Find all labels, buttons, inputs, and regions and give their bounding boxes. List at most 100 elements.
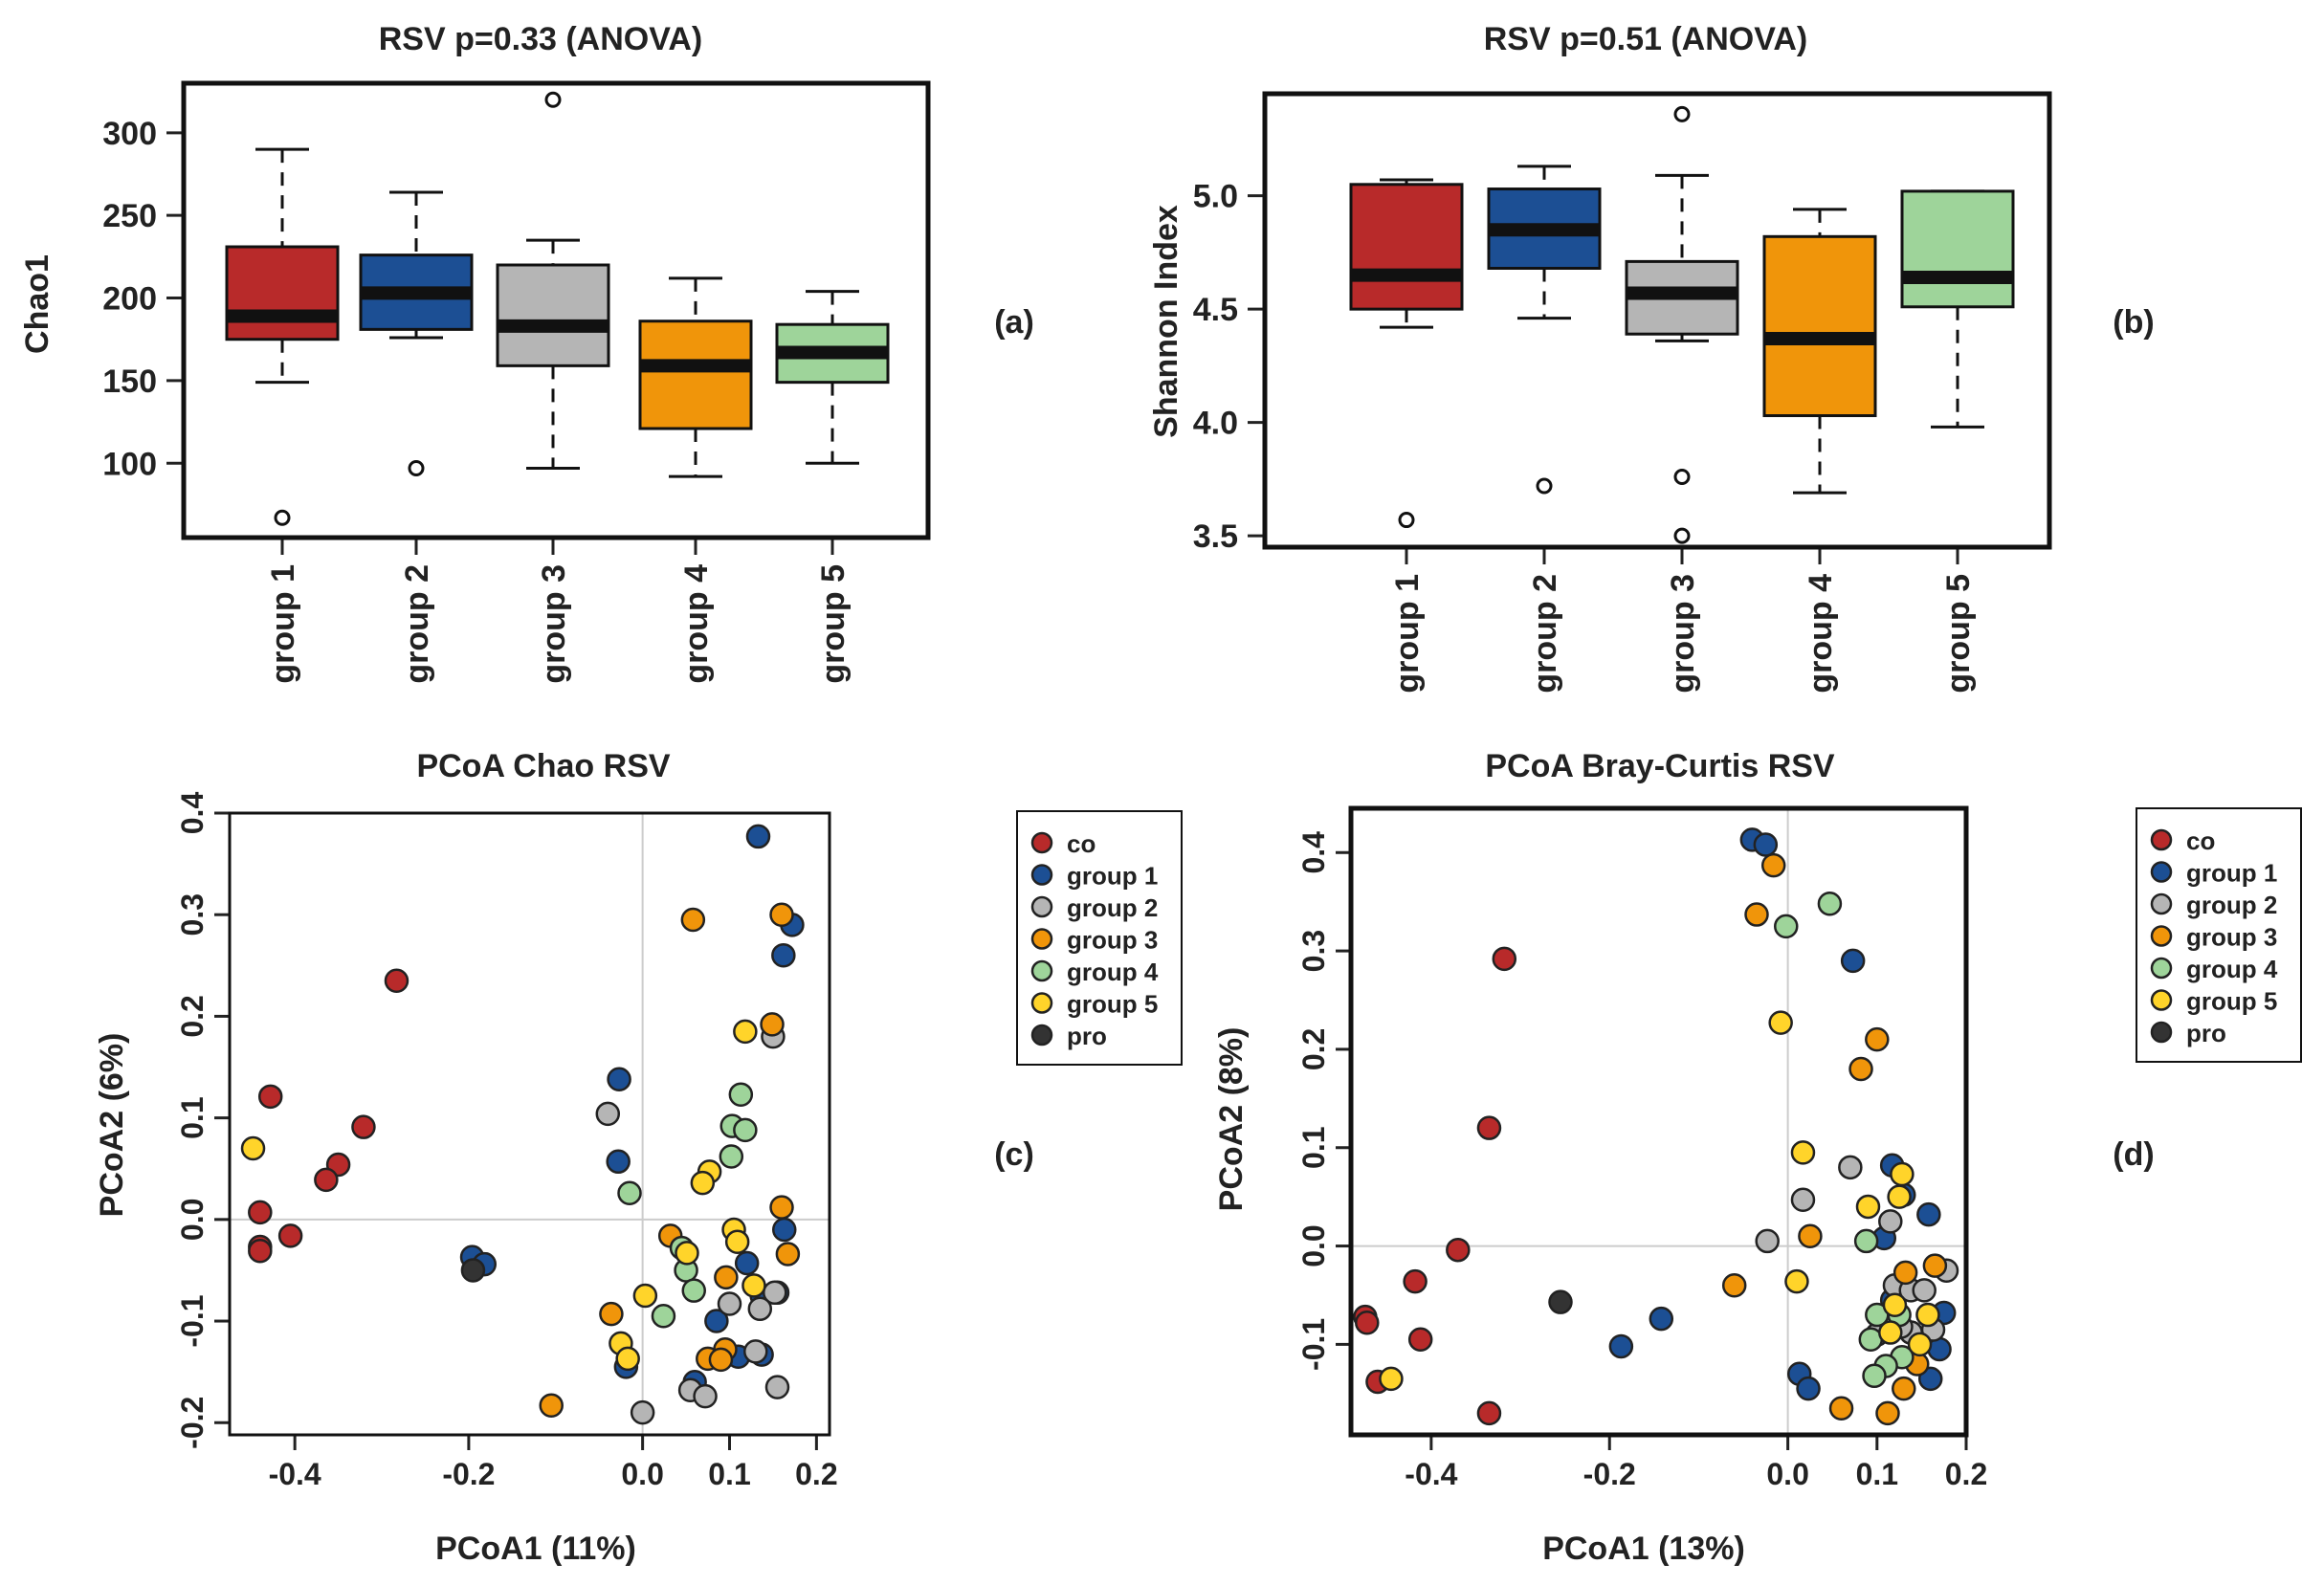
legend-marker xyxy=(2150,925,2173,947)
y-tick-label: 150 xyxy=(102,363,157,400)
box-group-3 xyxy=(496,91,610,470)
data-point xyxy=(733,1117,758,1143)
x-tick-label: group 2 xyxy=(399,564,435,684)
panel-c-ylabel: PCoA2 (6%) xyxy=(94,1033,130,1218)
data-point xyxy=(248,1239,273,1264)
y-tick-label: 4.0 xyxy=(1193,406,1238,442)
panel-d-label: (d) xyxy=(2113,1136,2154,1173)
panel-b-title: RSV p=0.51 (ANOVA) xyxy=(1484,21,1808,57)
data-point xyxy=(714,1265,739,1290)
x-tick-label: 0.2 xyxy=(1945,1457,1987,1491)
data-point xyxy=(741,1273,766,1298)
series-co xyxy=(1353,946,1517,1426)
panel-a-title: RSV p=0.33 (ANOVA) xyxy=(379,21,703,57)
outlier-point xyxy=(274,509,291,526)
data-point xyxy=(277,1223,303,1248)
y-tick-label: 0.3 xyxy=(1296,930,1331,972)
data-point xyxy=(1755,1228,1780,1254)
data-point xyxy=(1744,902,1769,927)
x-tick-label: -0.2 xyxy=(442,1457,495,1491)
data-point xyxy=(745,824,771,849)
data-point xyxy=(1476,1400,1502,1426)
box-group-1 xyxy=(1349,178,1464,529)
data-point xyxy=(1915,1302,1940,1328)
y-tick-label: -0.2 xyxy=(175,1397,210,1449)
data-point xyxy=(1476,1115,1502,1140)
x-tick-label: group 4 xyxy=(678,564,715,684)
y-tick-label: 0.4 xyxy=(1296,831,1331,874)
legend-marker xyxy=(1030,928,1053,950)
data-point xyxy=(1840,948,1866,974)
legend-label: group 2 xyxy=(1067,893,1158,922)
y-tick-label: 0.0 xyxy=(175,1199,210,1241)
data-point xyxy=(1912,1278,1937,1303)
data-point xyxy=(1768,1010,1793,1035)
data-point xyxy=(733,1019,758,1045)
data-point xyxy=(1790,1140,1816,1165)
data-point xyxy=(708,1347,734,1373)
y-tick-label: 0.4 xyxy=(175,792,210,835)
data-point xyxy=(1828,1396,1854,1421)
data-point xyxy=(617,1180,642,1205)
legend-label: group 1 xyxy=(1067,862,1158,891)
data-point xyxy=(1907,1332,1933,1357)
legend-label: group 4 xyxy=(1067,958,1159,986)
legend-label: co xyxy=(2186,826,2215,855)
data-point xyxy=(607,1067,631,1092)
x-tick-label: 0.0 xyxy=(1766,1457,1808,1491)
outlier-point xyxy=(408,459,425,476)
data-point xyxy=(1838,1155,1863,1180)
y-tick-label: 100 xyxy=(102,446,157,482)
data-point xyxy=(734,1250,760,1276)
y-tick-label: 0.2 xyxy=(1296,1028,1331,1070)
data-point xyxy=(1649,1306,1674,1332)
iqr-box xyxy=(1349,183,1464,311)
legend-marker xyxy=(2150,989,2173,1011)
panel-c-pcoa-chao: PCoA Chao RSV PCoA2 (6%) PCoA1 (11%) (c)… xyxy=(94,748,1183,1567)
x-tick-label: group 3 xyxy=(1665,574,1701,694)
panel-a-chao1-boxplot: RSV p=0.33 (ANOVA) Chao1 (a) 100 150 200 25… xyxy=(19,21,1034,684)
legend-label: group 3 xyxy=(2186,923,2277,952)
legend-label: pro xyxy=(1067,1022,1107,1050)
data-point xyxy=(1760,852,1786,878)
x-tick-label: 0.1 xyxy=(708,1457,750,1491)
outlier-point xyxy=(544,91,562,108)
data-point xyxy=(769,1195,794,1220)
data-point xyxy=(1355,1311,1380,1335)
data-point xyxy=(769,902,794,927)
x-tick-label: group 3 xyxy=(536,564,572,684)
outlier-point xyxy=(1673,527,1691,544)
box-group-4 xyxy=(1762,208,1877,495)
data-point xyxy=(1548,1289,1573,1314)
data-point xyxy=(1379,1366,1404,1392)
data-point xyxy=(460,1258,486,1283)
y-tick-label: 250 xyxy=(102,198,157,234)
data-point xyxy=(675,1241,699,1266)
panel-b-shannon-boxplot: RSV p=0.51 (ANOVA) Shannon Index (b) 3.5… xyxy=(1148,21,2155,694)
y-tick-label: 0.1 xyxy=(1296,1127,1331,1169)
series-group-5 xyxy=(240,1019,766,1372)
legend-label: group 1 xyxy=(2186,859,2277,888)
iqr-box xyxy=(1762,234,1877,418)
panel-c-plot-frame xyxy=(228,811,831,1437)
legend-marker xyxy=(2150,1021,2173,1044)
data-point xyxy=(595,1101,621,1127)
x-tick-label: group 1 xyxy=(1389,574,1426,694)
panel-c-title: PCoA Chao RSV xyxy=(416,748,670,784)
data-point xyxy=(1492,946,1517,972)
series-group-3 xyxy=(539,902,801,1418)
box-group-1 xyxy=(225,147,340,526)
iqr-box xyxy=(225,245,340,341)
panel-d-title: PCoA Bray-Curtis RSV xyxy=(1485,748,1835,784)
series-group-3 xyxy=(1721,852,1948,1426)
data-point xyxy=(728,1082,754,1107)
panel-a-boxes xyxy=(225,91,890,526)
panel-d-legend: co group 1 group 2 group 3 group 4 group 5 pro xyxy=(2136,807,2302,1063)
data-point xyxy=(1862,1363,1887,1389)
panel-b-label: (b) xyxy=(2113,304,2154,341)
data-point xyxy=(1892,1376,1916,1401)
y-tick-label: 0.1 xyxy=(175,1096,210,1138)
panel-d-ylabel: PCoA2 (8%) xyxy=(1213,1027,1250,1212)
